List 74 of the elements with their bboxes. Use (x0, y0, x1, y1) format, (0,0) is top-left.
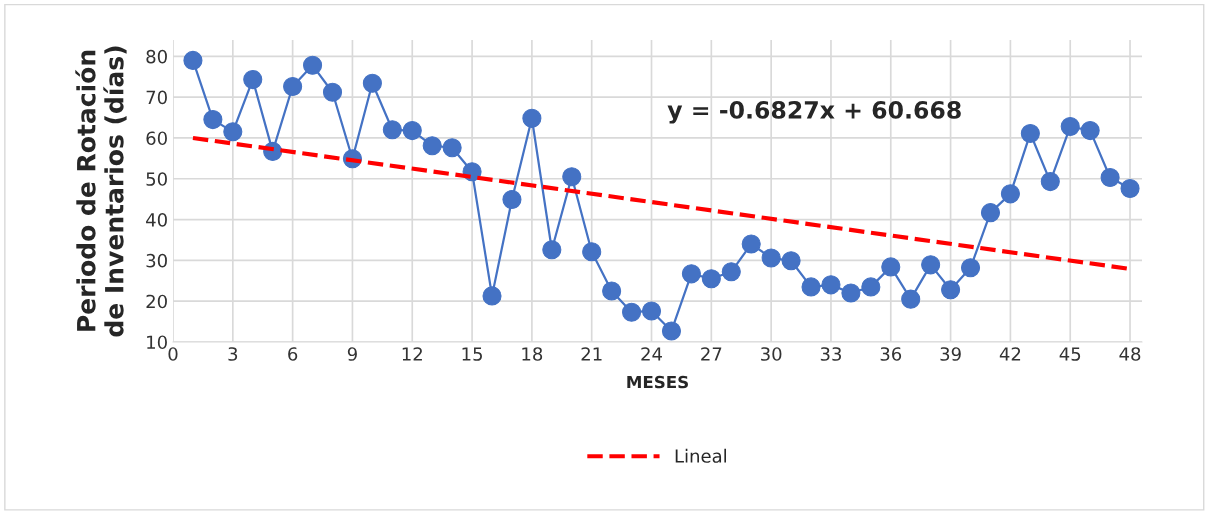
point (442, 138, 462, 158)
x-tick-label: 42 (999, 347, 1021, 361)
x-tick-label: 48 (1119, 347, 1141, 361)
point (622, 302, 642, 322)
y-tick-label: 60 (146, 131, 167, 146)
point (1120, 179, 1140, 199)
point (1080, 121, 1100, 141)
x-tick-label: 33 (820, 347, 841, 361)
point (741, 234, 761, 254)
point (1040, 172, 1060, 192)
y-tick-label: 70 (146, 90, 167, 105)
point (761, 248, 781, 268)
point (382, 120, 402, 140)
y-axis-title: Periodo de Rotación de Inventarios (días) (75, 46, 127, 337)
point (422, 136, 442, 156)
y-tick-label: 40 (146, 213, 167, 227)
point (960, 258, 981, 278)
point (921, 255, 941, 275)
x-tick-label: 21 (581, 347, 602, 361)
y-tick-label: 50 (146, 172, 167, 186)
point (1000, 184, 1020, 204)
point (881, 257, 901, 277)
point (901, 289, 921, 309)
annotation: y = -0.6827x + 60.668 (667, 101, 961, 124)
point (502, 190, 522, 210)
x-tick-label: 39 (940, 347, 961, 361)
point (303, 55, 323, 75)
x-tick-label: 6 (288, 347, 298, 361)
x-tick-label: 12 (402, 347, 422, 361)
point (203, 110, 223, 130)
point (681, 264, 701, 284)
point (1100, 167, 1120, 188)
x-tick-label: 0 (168, 347, 178, 361)
point (482, 286, 502, 306)
point (861, 277, 881, 297)
x-tick-label: 24 (641, 347, 662, 361)
x-tick-label: 30 (761, 347, 782, 361)
point (243, 70, 263, 90)
legend-label: Lineal (675, 448, 726, 463)
point (322, 82, 343, 102)
point (362, 73, 382, 93)
x-axis-title: MESES (627, 375, 688, 389)
point (582, 242, 602, 262)
x-tick-label: 18 (522, 347, 543, 361)
point (841, 283, 861, 303)
point (1020, 123, 1040, 143)
point (661, 321, 681, 341)
point (223, 122, 243, 142)
point (941, 280, 961, 300)
point (522, 108, 542, 128)
y-tick-label: 10 (147, 335, 167, 350)
x-tick-label: 36 (880, 347, 902, 361)
point (980, 203, 1001, 223)
point (701, 269, 721, 289)
point (602, 281, 622, 301)
point (721, 262, 741, 282)
x-tick-label: 9 (347, 347, 357, 361)
point (283, 76, 303, 97)
point (801, 277, 821, 297)
x-tick-label: 15 (462, 347, 482, 361)
x-tick-label: 45 (1059, 347, 1081, 361)
point (821, 275, 841, 295)
x-tick-label: 27 (701, 347, 722, 361)
point (183, 50, 203, 70)
point (781, 251, 801, 271)
x-tick-label: 3 (228, 347, 238, 361)
point (542, 240, 562, 260)
point (1060, 116, 1080, 137)
y-tick-label: 30 (146, 253, 167, 268)
point (562, 167, 582, 187)
y-tick-label: 20 (146, 294, 167, 309)
point (641, 301, 662, 321)
y-tick-label: 80 (146, 49, 167, 64)
point (402, 121, 422, 141)
